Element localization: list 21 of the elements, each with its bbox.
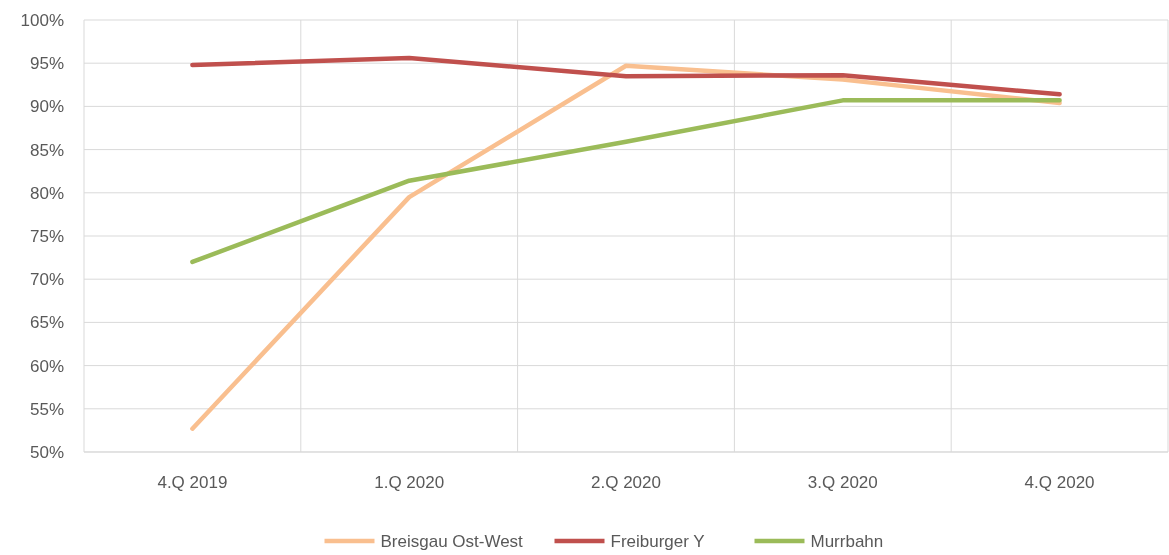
y-tick-label: 50% bbox=[29, 442, 64, 462]
y-tick-label: 95% bbox=[29, 54, 64, 74]
line-series bbox=[190, 98, 1062, 265]
y-tick-label: 70% bbox=[29, 270, 64, 290]
y-tick-label: 80% bbox=[29, 183, 64, 203]
legend-label: Breisgau Ost-West bbox=[380, 531, 524, 551]
x-tick-label: 4.Q 2020 bbox=[1024, 473, 1095, 492]
y-tick-label: 85% bbox=[29, 140, 64, 160]
x-tick-label: 4.Q 2019 bbox=[157, 473, 228, 492]
y-tick-label: 75% bbox=[29, 226, 64, 246]
x-tick-label: 3.Q 2020 bbox=[807, 473, 878, 492]
x-tick-label: 2.Q 2020 bbox=[591, 473, 661, 492]
line-series bbox=[190, 55, 1062, 97]
y-tick-label: 100% bbox=[20, 10, 64, 30]
legend-label: Murrbahn bbox=[810, 531, 884, 551]
y-tick-label: 55% bbox=[29, 399, 64, 419]
legend-label: Freiburger Y bbox=[610, 531, 705, 551]
y-tick-label: 90% bbox=[29, 97, 64, 117]
y-tick-label: 65% bbox=[29, 313, 64, 333]
y-tick-label: 60% bbox=[29, 356, 64, 376]
x-tick-label: 1.Q 2020 bbox=[374, 473, 445, 492]
